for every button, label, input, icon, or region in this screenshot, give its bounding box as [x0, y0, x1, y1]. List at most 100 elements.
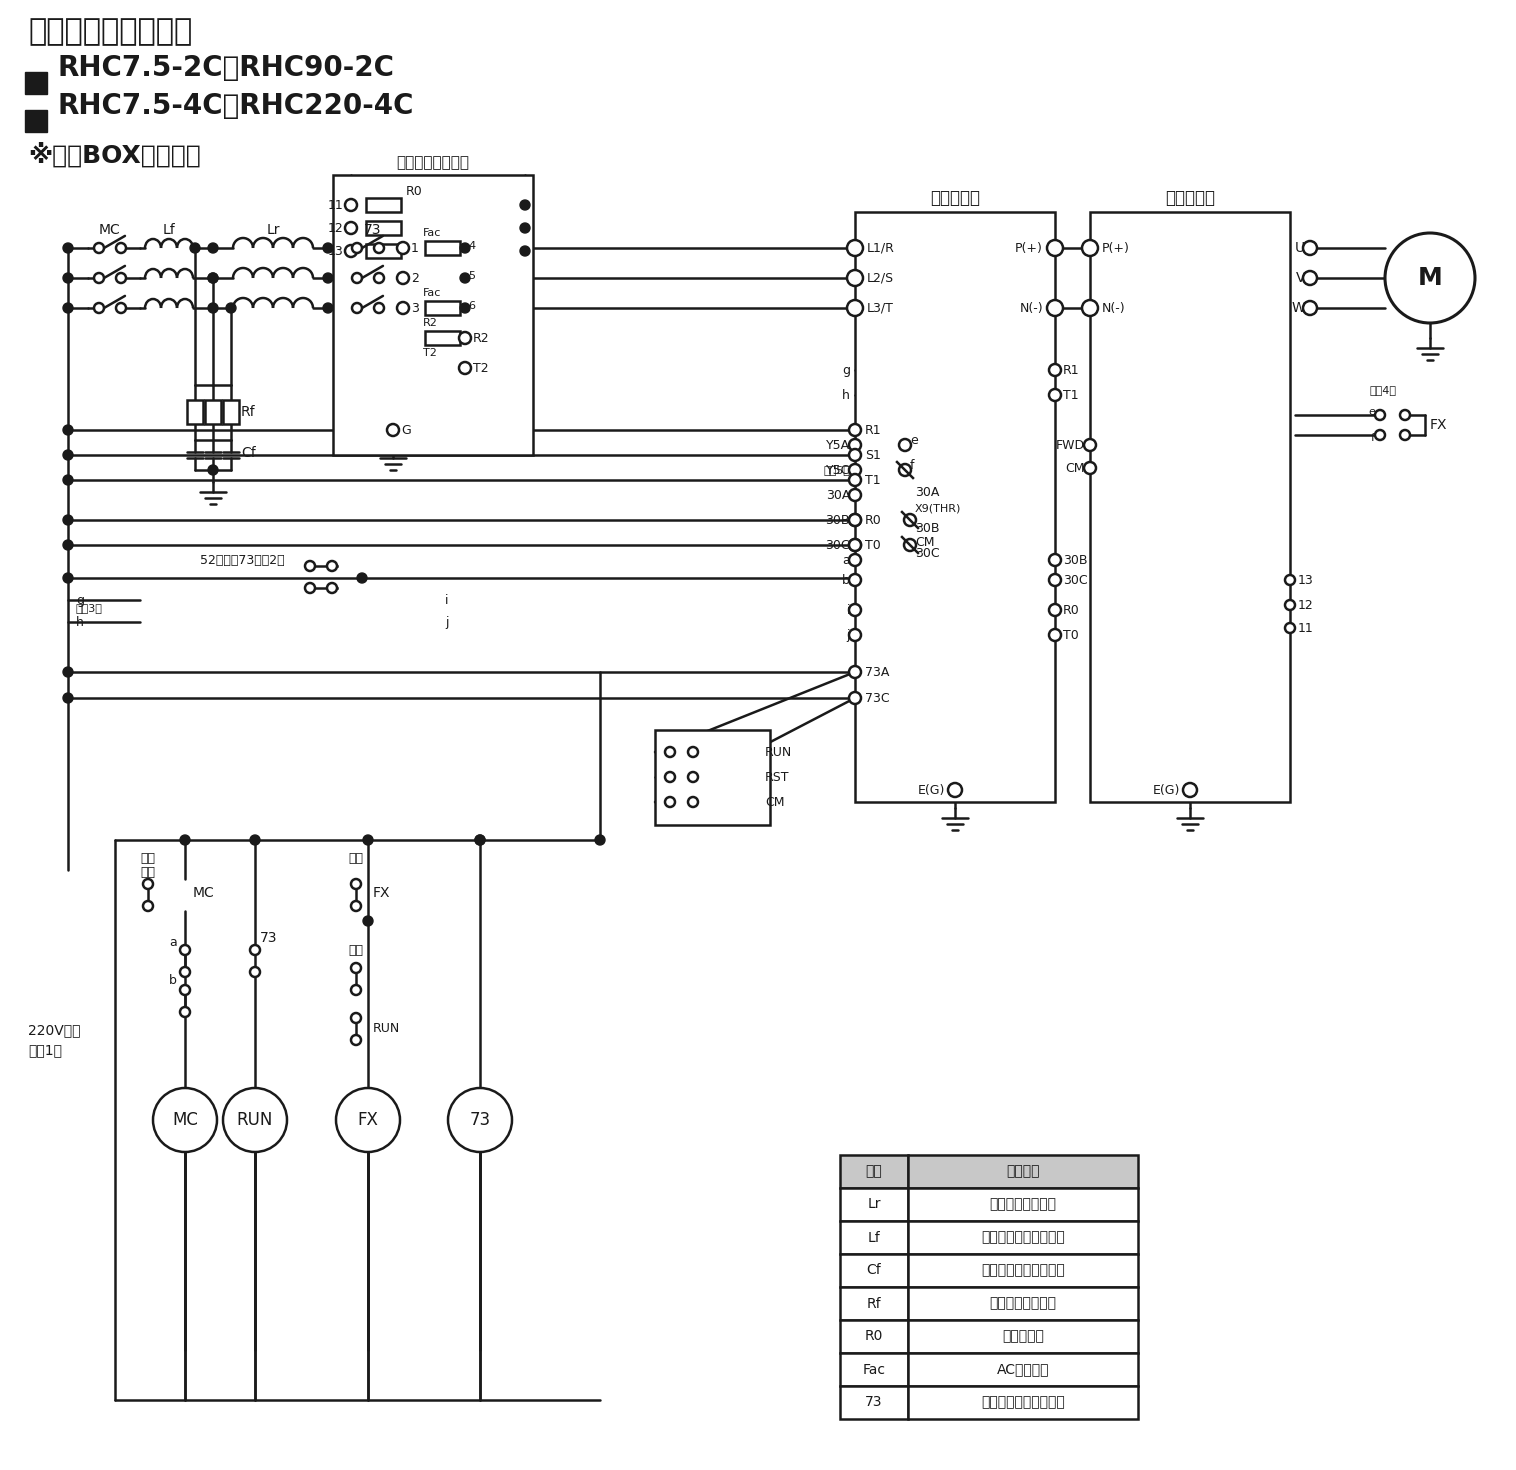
Bar [424, 301, 459, 315]
Text: Lr: Lr [267, 223, 280, 237]
Text: Lr: Lr [867, 1198, 881, 1211]
Circle shape [352, 303, 362, 313]
Circle shape [143, 879, 153, 889]
Bar [908, 1222, 1139, 1254]
Text: フィルタ用リアクトル: フィルタ用リアクトル [981, 1230, 1064, 1245]
Circle shape [1082, 300, 1098, 316]
Text: 停止: 停止 [349, 944, 364, 957]
Circle shape [849, 473, 861, 487]
Text: M: M [1417, 266, 1442, 290]
Circle shape [208, 243, 218, 253]
Text: 73A: 73A [866, 666, 890, 679]
Text: R2: R2 [423, 318, 438, 328]
Circle shape [948, 784, 963, 797]
Text: e: e [1367, 407, 1375, 417]
Text: RUN: RUN [766, 745, 793, 759]
Circle shape [459, 273, 470, 284]
Bar [908, 1320, 1139, 1352]
Circle shape [459, 332, 471, 344]
Bar [840, 1155, 908, 1188]
Text: Fac: Fac [863, 1363, 885, 1376]
Circle shape [849, 629, 861, 641]
Circle shape [459, 303, 470, 313]
Circle shape [352, 901, 361, 911]
Text: L2/S: L2/S [867, 272, 894, 285]
Circle shape [666, 772, 675, 782]
Circle shape [520, 245, 531, 256]
Text: 30B: 30B [916, 522, 940, 535]
Text: h: h [76, 616, 83, 629]
Circle shape [459, 243, 470, 253]
Text: Fac: Fac [423, 288, 441, 298]
Circle shape [362, 916, 373, 926]
Circle shape [849, 692, 861, 704]
Circle shape [594, 835, 605, 845]
Text: e: e [910, 434, 917, 447]
Text: R2: R2 [473, 332, 490, 344]
Circle shape [346, 222, 356, 234]
Circle shape [352, 985, 361, 995]
Circle shape [346, 198, 356, 212]
Circle shape [849, 573, 861, 587]
Bar [840, 1352, 908, 1386]
Circle shape [849, 423, 861, 437]
Circle shape [688, 797, 697, 807]
Text: フィルタ用コンデンサ: フィルタ用コンデンサ [981, 1264, 1064, 1277]
Text: R0: R0 [866, 513, 882, 526]
Circle shape [346, 245, 356, 257]
Text: MC: MC [99, 223, 121, 237]
Circle shape [847, 270, 863, 287]
Text: Lf: Lf [867, 1230, 881, 1245]
Text: FWD: FWD [1055, 438, 1085, 451]
Text: 充電回路用電磁接触器: 充電回路用電磁接触器 [981, 1395, 1064, 1410]
Text: S1: S1 [866, 448, 881, 462]
Text: T2: T2 [473, 362, 488, 375]
Text: 30C: 30C [1063, 573, 1087, 587]
Circle shape [352, 273, 362, 284]
Circle shape [475, 835, 485, 845]
Text: X9(THR): X9(THR) [916, 503, 961, 513]
Text: P(+): P(+) [1016, 241, 1043, 254]
Text: FX: FX [1430, 417, 1448, 432]
Bar [424, 331, 459, 345]
Bar [840, 1320, 908, 1352]
Circle shape [208, 303, 218, 313]
Circle shape [117, 303, 126, 313]
Text: （注4）: （注4） [1370, 385, 1398, 395]
Text: T0: T0 [1063, 629, 1079, 641]
Circle shape [449, 1088, 512, 1152]
Text: FX: FX [358, 1111, 379, 1129]
Text: Y5A: Y5A [826, 438, 850, 451]
Circle shape [520, 223, 531, 234]
Circle shape [208, 273, 218, 284]
Text: 13: 13 [1298, 573, 1314, 587]
Text: N(-): N(-) [1019, 301, 1043, 315]
Circle shape [94, 273, 105, 284]
Circle shape [847, 240, 863, 256]
Text: RUN: RUN [373, 1022, 400, 1035]
Text: CM: CM [766, 795, 784, 809]
Text: 3: 3 [411, 301, 418, 315]
Text: g: g [841, 363, 850, 376]
Bar [334, 175, 534, 456]
Text: MC: MC [171, 1111, 199, 1129]
Bar [855, 212, 1055, 803]
Circle shape [94, 303, 105, 313]
Text: （注1）: （注1） [27, 1044, 62, 1057]
Circle shape [374, 273, 384, 284]
Text: i: i [446, 594, 449, 607]
Text: b: b [841, 573, 850, 587]
Text: 73: 73 [866, 1395, 882, 1410]
Circle shape [117, 243, 126, 253]
Circle shape [362, 835, 373, 845]
Text: h: h [841, 388, 850, 401]
Circle shape [1084, 440, 1096, 451]
Text: 73: 73 [261, 931, 277, 945]
Text: T1: T1 [1063, 388, 1078, 401]
Circle shape [1049, 365, 1061, 376]
Text: P(+): P(+) [1102, 241, 1129, 254]
Circle shape [352, 243, 362, 253]
Text: T2: T2 [423, 348, 437, 359]
Circle shape [1399, 410, 1410, 420]
Circle shape [323, 243, 334, 253]
